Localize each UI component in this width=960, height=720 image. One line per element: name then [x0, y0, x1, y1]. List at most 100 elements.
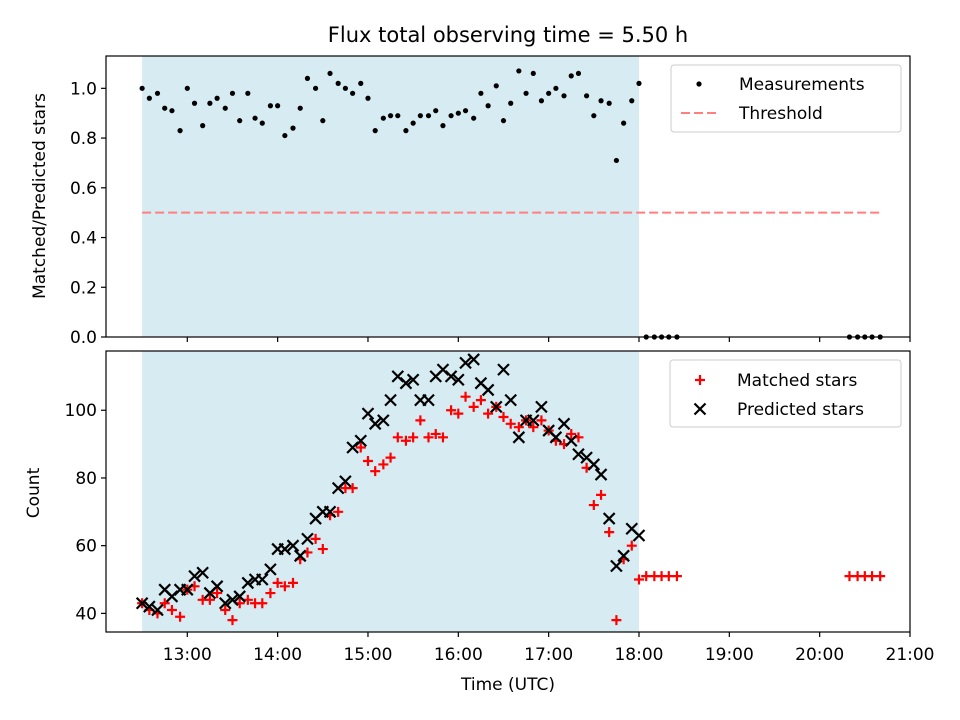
predicted-star-point — [368, 417, 382, 431]
observing-window-shade — [142, 351, 639, 632]
measurement-point — [621, 120, 627, 126]
measurement-point — [516, 68, 522, 74]
measurement-point — [184, 85, 190, 91]
predicted-star-point — [422, 393, 435, 407]
measurement-point — [538, 98, 545, 104]
predicted-star-point — [210, 580, 224, 593]
predicted-star-point — [135, 596, 149, 610]
measurement-point — [169, 108, 175, 114]
predicted-star-point — [610, 559, 623, 573]
y-tick-label: 0.6 — [70, 179, 97, 199]
matched-star-point — [588, 500, 599, 511]
legend-matched-marker — [695, 375, 705, 385]
predicted-star-point — [504, 393, 517, 407]
matched-star-point — [408, 432, 419, 443]
predicted-star-point — [399, 376, 413, 390]
measurement-point — [139, 85, 145, 91]
bottom-y-axis-label: Count — [24, 467, 44, 518]
measurement-point — [342, 85, 348, 91]
matched-star-point — [385, 452, 396, 463]
predicted-star-point — [444, 370, 458, 383]
measurement-point — [448, 113, 454, 119]
predicted-star-point — [286, 539, 300, 552]
measurement-point — [613, 157, 620, 164]
predicted-star-point — [361, 407, 375, 420]
matched-star-point — [317, 544, 328, 555]
predicted-star-point — [572, 447, 585, 461]
legend-label-measurements: Measurements — [739, 75, 865, 95]
measurement-point — [568, 73, 574, 79]
matched-star-point — [513, 422, 524, 433]
measurement-point — [523, 90, 529, 96]
matched-star-point — [604, 527, 615, 538]
predicted-star-point — [241, 576, 255, 590]
predicted-star-point — [354, 434, 368, 447]
predicted-star-point — [264, 563, 277, 576]
matched-star-point — [378, 459, 389, 470]
predicted-star-point — [459, 356, 472, 370]
predicted-star-point — [594, 468, 608, 481]
predicted-star-point — [181, 583, 194, 596]
y-tick-label: 0.2 — [70, 278, 97, 298]
measurement-point — [410, 120, 416, 126]
x-tick-label: 18:00 — [614, 645, 663, 665]
y-tick-label: 0.0 — [70, 328, 97, 348]
y-tick-label: 40 — [75, 604, 97, 624]
measurement-point — [177, 128, 183, 134]
predicted-star-point — [406, 373, 420, 387]
measurement-point — [440, 123, 446, 129]
predicted-star-point — [564, 434, 578, 447]
measurement-point — [290, 125, 296, 131]
measurement-point — [485, 103, 491, 109]
predicted-star-point — [226, 593, 239, 607]
y-tick-label: 80 — [75, 469, 97, 489]
measurement-point — [403, 128, 409, 134]
measurement-point — [245, 90, 251, 96]
x-tick-label: 13:00 — [163, 645, 212, 665]
predicted-star-point — [549, 431, 563, 444]
predicted-star-point — [188, 569, 201, 583]
measurement-point — [297, 105, 303, 111]
predicted-star-point — [497, 363, 510, 376]
matched-star-point — [430, 428, 441, 439]
legend-box — [670, 64, 902, 133]
y-tick-label: 1.0 — [70, 79, 97, 99]
axes-frame — [105, 55, 911, 338]
predicted-star-point — [617, 549, 630, 563]
measurement-point — [229, 90, 236, 96]
measurement-point — [162, 105, 168, 111]
predicted-star-point — [489, 400, 503, 414]
measurement-point — [320, 118, 326, 124]
measurement-point — [462, 108, 469, 114]
measurement-point — [530, 70, 536, 77]
matched-star-point — [212, 588, 223, 599]
measurement-point — [146, 95, 152, 101]
matched-star-point — [460, 391, 471, 402]
measurement-point — [372, 128, 378, 134]
matched-star-point — [468, 401, 479, 412]
matched-star-point — [347, 483, 358, 494]
legend-label-threshold: Threshold — [738, 104, 823, 124]
matched-star-point — [423, 432, 434, 443]
legend-label-predicted: Predicted stars — [737, 400, 864, 420]
measurement-point — [237, 118, 243, 124]
matched-star-point — [596, 489, 607, 500]
axes-frame — [105, 350, 911, 633]
x-tick-label: 19:00 — [705, 645, 754, 665]
predicted-star-point — [632, 529, 646, 542]
measurement-point — [561, 93, 567, 99]
matched-star-point — [159, 598, 170, 609]
predicted-star-point — [481, 383, 495, 397]
measurement-point — [154, 90, 161, 96]
predicted-star-point — [278, 542, 292, 556]
chart-title: Flux total observing time = 5.50 h — [328, 23, 688, 47]
data-layer — [135, 353, 886, 626]
measurement-point — [493, 83, 499, 89]
matched-star-point — [528, 422, 539, 433]
predicted-star-point — [377, 414, 390, 427]
measurement-point — [417, 113, 423, 119]
measurement-point — [500, 118, 507, 124]
top-y-axis-label: Matched/Predicted stars — [30, 93, 50, 299]
matched-star-point — [257, 598, 268, 609]
